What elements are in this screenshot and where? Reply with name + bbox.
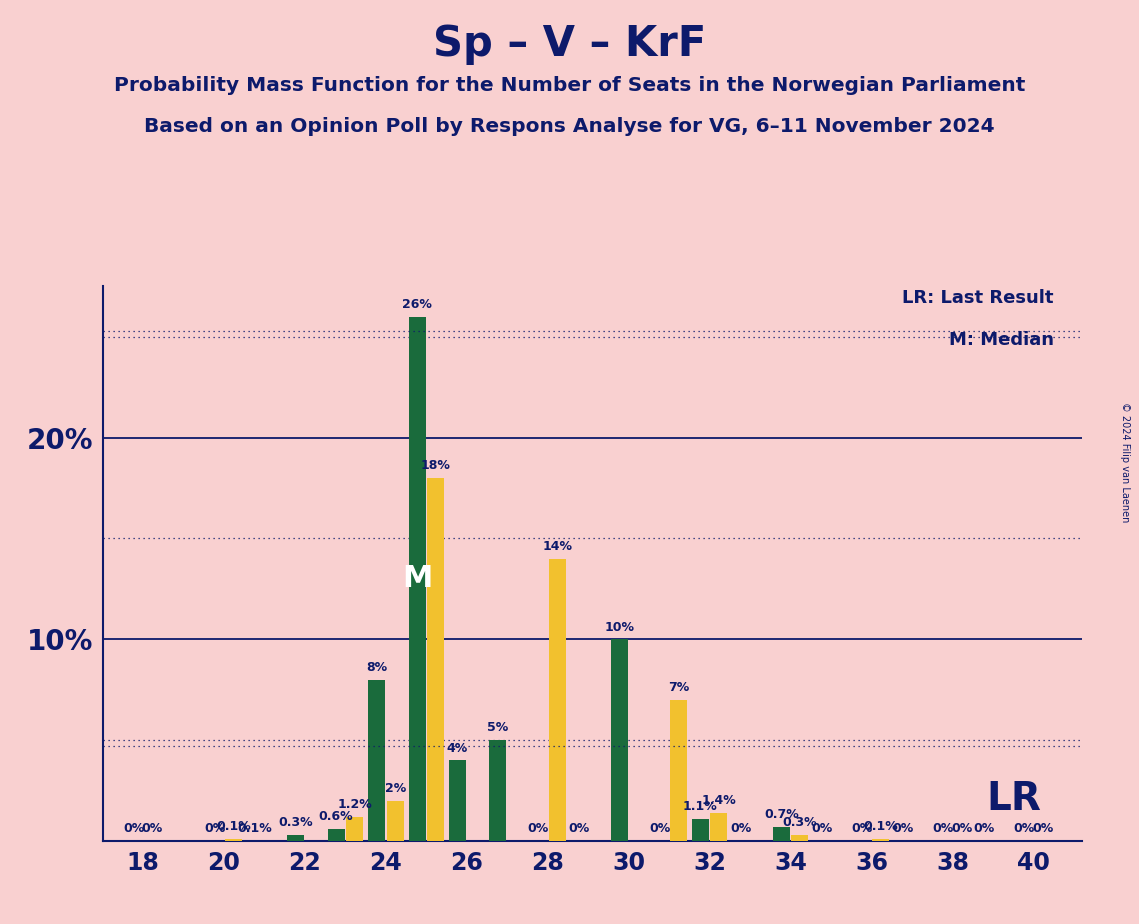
Text: 0%: 0% [1014, 822, 1035, 835]
Text: 1.4%: 1.4% [702, 794, 736, 807]
Text: LR: Last Result: LR: Last Result [902, 289, 1054, 307]
Text: 0.3%: 0.3% [782, 816, 818, 829]
Text: 0%: 0% [527, 822, 549, 835]
Text: 0.7%: 0.7% [764, 808, 798, 821]
Text: 0.1%: 0.1% [238, 822, 272, 835]
Text: M: M [402, 565, 432, 593]
Text: 26%: 26% [402, 298, 432, 311]
Bar [386, 800, 403, 841]
Bar [287, 834, 304, 841]
Bar [490, 740, 507, 841]
Text: 0%: 0% [892, 822, 913, 835]
Text: Sp – V – KrF: Sp – V – KrF [433, 23, 706, 65]
Text: Probability Mass Function for the Number of Seats in the Norwegian Parliament: Probability Mass Function for the Number… [114, 76, 1025, 95]
Bar [549, 559, 566, 841]
Text: 0%: 0% [973, 822, 994, 835]
Bar [792, 834, 809, 841]
Text: 1.1%: 1.1% [683, 800, 718, 813]
Text: 0%: 0% [730, 822, 752, 835]
Text: 1.2%: 1.2% [337, 798, 372, 811]
Text: 0.1%: 0.1% [216, 821, 251, 833]
Bar [611, 639, 628, 841]
Text: 0%: 0% [811, 822, 833, 835]
Text: 0.3%: 0.3% [278, 816, 313, 829]
Text: 4%: 4% [446, 742, 468, 755]
Text: 14%: 14% [542, 540, 572, 553]
Bar [670, 699, 687, 841]
Text: 0%: 0% [951, 822, 973, 835]
Bar [368, 679, 385, 841]
Text: © 2024 Filip van Laenen: © 2024 Filip van Laenen [1121, 402, 1130, 522]
Bar [224, 839, 241, 841]
Text: 0%: 0% [123, 822, 145, 835]
Text: 2%: 2% [385, 782, 405, 795]
Bar [328, 829, 345, 841]
Text: 0%: 0% [852, 822, 872, 835]
Text: 0%: 0% [141, 822, 163, 835]
Text: 0.6%: 0.6% [319, 810, 353, 823]
Bar [346, 817, 363, 841]
Bar [691, 819, 708, 841]
Bar [772, 827, 789, 841]
Text: M: Median: M: Median [949, 331, 1054, 348]
Text: 18%: 18% [420, 459, 451, 472]
Bar [409, 317, 426, 841]
Text: 0.1%: 0.1% [863, 821, 899, 833]
Text: 0%: 0% [649, 822, 671, 835]
Text: 7%: 7% [667, 681, 689, 694]
Text: 0%: 0% [204, 822, 226, 835]
Bar [872, 839, 890, 841]
Text: 0%: 0% [933, 822, 953, 835]
Text: Based on an Opinion Poll by Respons Analyse for VG, 6–11 November 2024: Based on an Opinion Poll by Respons Anal… [145, 117, 994, 137]
Bar [449, 760, 466, 841]
Bar [711, 812, 728, 841]
Text: 5%: 5% [487, 722, 509, 735]
Text: 10%: 10% [605, 621, 634, 634]
Text: 0%: 0% [1032, 822, 1054, 835]
Text: 0%: 0% [568, 822, 590, 835]
Text: LR: LR [986, 780, 1041, 818]
Bar [427, 478, 444, 841]
Text: 8%: 8% [366, 661, 387, 674]
